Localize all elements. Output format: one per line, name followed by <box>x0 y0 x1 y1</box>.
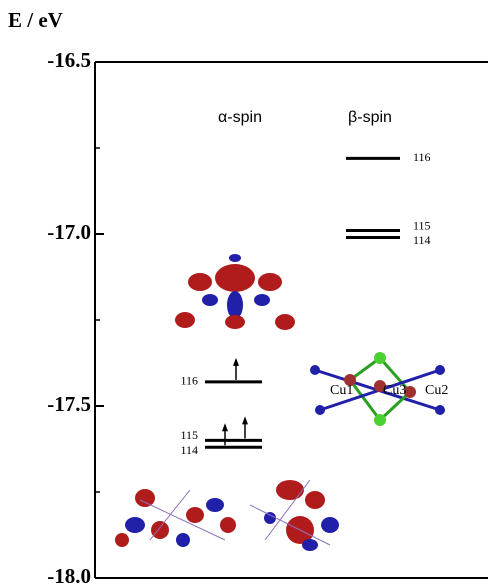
level-label: 116 <box>413 150 431 164</box>
electron-arrow-head <box>222 423 228 431</box>
level-label: 115 <box>180 428 198 442</box>
chart: E / eV Cu1 Cu3 Cu2 -18.0 -17.5 -17.0 -16.5 α… <box>0 0 488 587</box>
y-tick-label: -17.5 <box>47 392 91 416</box>
y-tick-label: -16.5 <box>47 48 91 72</box>
column-header: β-spin <box>348 109 392 126</box>
structure-label: Cu2 <box>425 383 448 398</box>
level-label: 114 <box>413 233 431 247</box>
column-header: α-spin <box>218 109 262 126</box>
y-tick-label: -18.0 <box>47 564 91 587</box>
level-label: 114 <box>180 443 198 457</box>
structure-label: Cu1 <box>330 383 353 398</box>
orbital-bottom-right <box>250 480 339 551</box>
electron-arrow-head <box>242 416 248 424</box>
orbital-top <box>175 254 295 330</box>
level-label: 116 <box>180 374 198 388</box>
electron-arrow-head <box>233 358 239 366</box>
orbital-bottom-left <box>115 489 236 547</box>
structure-label: Cu3 <box>383 383 406 398</box>
y-axis-label: E / eV <box>8 8 63 32</box>
level-label: 115 <box>413 218 431 232</box>
y-tick-label: -17.0 <box>47 220 91 244</box>
